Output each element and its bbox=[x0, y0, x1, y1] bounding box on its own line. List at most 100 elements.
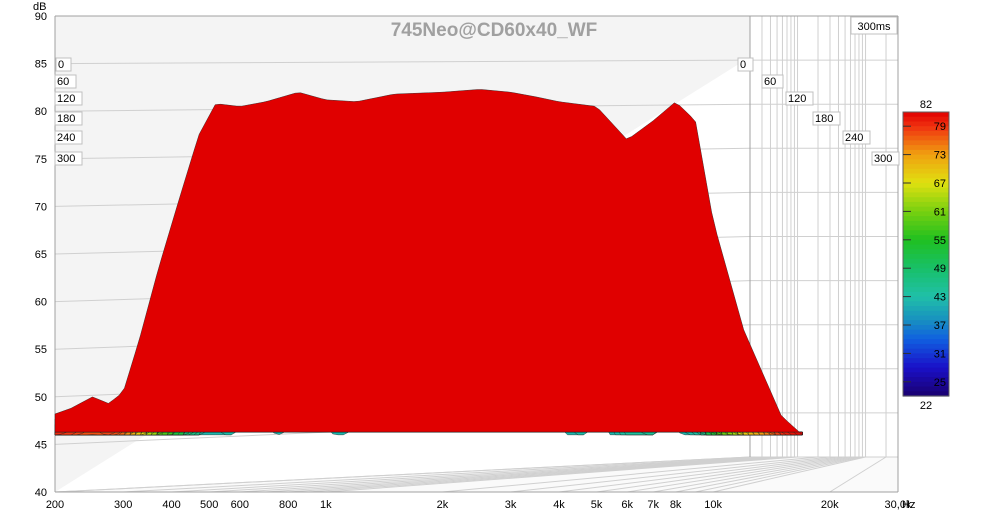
colorbar-band bbox=[903, 192, 949, 198]
colorbar-band bbox=[903, 121, 949, 127]
time-tick-box bbox=[54, 111, 83, 126]
colorbar-min-label: 22 bbox=[920, 400, 932, 412]
time-tick-label-right: 240 bbox=[845, 132, 863, 144]
x-tick-label: 30,0k bbox=[885, 499, 912, 511]
colorbar-band bbox=[903, 272, 949, 279]
y-tick-label: 75 bbox=[35, 154, 47, 166]
y-tick-label: 80 bbox=[35, 106, 47, 118]
time-tick-box bbox=[812, 111, 841, 126]
waterfall-slices bbox=[54, 89, 803, 436]
x-tick-label: 5k bbox=[591, 499, 603, 511]
colorbar-band bbox=[903, 348, 949, 354]
colorbar-band bbox=[903, 135, 949, 141]
grid-line-freq-floor bbox=[54, 456, 751, 493]
colorbar-tick-label: 49 bbox=[934, 263, 946, 275]
colorbar-band bbox=[903, 249, 949, 255]
colorbar-tick-label: 31 bbox=[934, 348, 946, 360]
x-tick-label: 3k bbox=[505, 499, 517, 511]
grid-line-freq-floor bbox=[209, 456, 778, 493]
colorbar-band bbox=[903, 235, 949, 241]
colorbar-band bbox=[903, 268, 949, 274]
time-tick-box bbox=[737, 57, 754, 72]
colorbar-band bbox=[903, 149, 949, 156]
colorbar-band bbox=[903, 164, 949, 170]
colorbar-tick-label: 79 bbox=[934, 121, 946, 133]
colorbar-band bbox=[903, 329, 949, 336]
grid-line-freq-floor bbox=[627, 456, 851, 493]
colorbar-band bbox=[903, 320, 949, 326]
x-tick-label: 6k bbox=[621, 499, 633, 511]
colorbar-tick-label: 55 bbox=[934, 235, 946, 247]
colorbar-band bbox=[903, 358, 949, 364]
time-tick-box bbox=[871, 151, 900, 166]
grid-line-freq-floor bbox=[510, 456, 831, 493]
colorbar-band bbox=[903, 178, 949, 184]
colorbar-frame bbox=[902, 111, 950, 397]
time-tick-label-right: 180 bbox=[815, 113, 833, 125]
time-tick-label-left: 240 bbox=[57, 132, 75, 144]
colorbar-band bbox=[903, 254, 949, 260]
colorbar-band bbox=[903, 343, 949, 350]
time-tick-label-right: 120 bbox=[788, 93, 806, 105]
y-axis-label: dB bbox=[33, 1, 46, 13]
time-tick-box bbox=[761, 74, 784, 89]
x-tick-label: 2k bbox=[437, 499, 449, 511]
x-tick-label: 10k bbox=[704, 499, 722, 511]
colorbar-band bbox=[903, 291, 949, 298]
grid-line-db bbox=[54, 59, 751, 65]
grid-line-freq-floor bbox=[123, 456, 763, 493]
time-tick-box bbox=[54, 151, 83, 166]
colorbar-band bbox=[903, 263, 949, 269]
grid-line-freq-floor bbox=[713, 456, 866, 493]
time-tick-label-left: 120 bbox=[57, 93, 75, 105]
y-tick-label: 60 bbox=[35, 297, 47, 309]
colorbar-tick-label: 43 bbox=[934, 292, 946, 304]
grid-line-freq-floor bbox=[325, 456, 798, 493]
colorbar-band bbox=[903, 140, 949, 146]
colorbar-band bbox=[903, 230, 949, 236]
colorbar-band bbox=[903, 211, 949, 217]
colorbar-band bbox=[903, 126, 949, 132]
time-tick-box bbox=[54, 130, 83, 145]
x-tick-label: 7k bbox=[647, 499, 659, 511]
colorbar-band bbox=[903, 173, 949, 179]
color-scale-legend: 82 22 79 73 67 61 55 49 43 37 31 25 bbox=[902, 99, 950, 412]
colorbar-band bbox=[903, 296, 949, 302]
colorbar-band bbox=[903, 325, 949, 331]
grid-line-freq-floor bbox=[558, 456, 839, 493]
colorbar-band bbox=[903, 225, 949, 231]
time-tick-label-left: 0 bbox=[58, 59, 64, 71]
colorbar-band bbox=[903, 367, 949, 373]
colorbar-tick-label: 61 bbox=[934, 206, 946, 218]
colorbar-band bbox=[903, 154, 949, 160]
colorbar-band bbox=[903, 220, 949, 227]
colorbar-band bbox=[903, 116, 949, 123]
colorbar-band bbox=[903, 315, 949, 321]
time-tick-label-left: 180 bbox=[57, 113, 75, 125]
colorbar-band bbox=[903, 258, 949, 265]
colorbar-band bbox=[903, 306, 949, 312]
y-tick-label: 50 bbox=[35, 392, 47, 404]
colorbar-tick-label: 67 bbox=[934, 178, 946, 190]
colorbar-band bbox=[903, 206, 949, 212]
y-tick-label: 90 bbox=[35, 11, 47, 23]
time-tick-label-left: 300 bbox=[57, 153, 75, 165]
y-tick-label: 85 bbox=[35, 59, 47, 71]
x-tick-label: 400 bbox=[162, 499, 180, 511]
time-window-label: 300ms bbox=[857, 21, 891, 33]
colorbar-band bbox=[903, 216, 949, 222]
time-tick-box bbox=[55, 57, 72, 72]
colorbar-tick-label: 25 bbox=[934, 377, 946, 389]
colorbar-tick-label: 73 bbox=[934, 150, 946, 162]
y-tick-label: 45 bbox=[35, 439, 47, 451]
colorbar-band bbox=[903, 197, 949, 203]
colorbar-band bbox=[903, 381, 949, 388]
chart-title: 745Neo@CD60x40_WF bbox=[391, 20, 598, 41]
time-tick-label-right: 300 bbox=[874, 153, 892, 165]
colorbar-band bbox=[903, 334, 949, 340]
x-tick-label: 300 bbox=[114, 499, 132, 511]
colorbar-band bbox=[903, 112, 949, 118]
grid-line-freq-floor bbox=[829, 456, 887, 493]
grid-line-freq-floor bbox=[239, 456, 783, 493]
